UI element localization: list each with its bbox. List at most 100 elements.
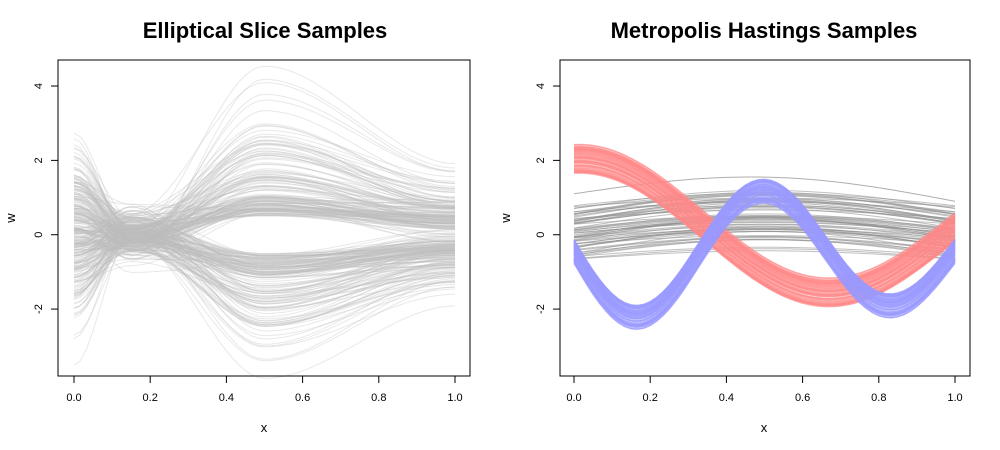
- sample-line: [73, 228, 455, 268]
- mh-blue-line: [573, 192, 956, 320]
- sample-line: [73, 123, 456, 224]
- sample-line: [73, 182, 455, 229]
- sample-line: [73, 207, 456, 256]
- mh-grey-line: [573, 199, 956, 221]
- x-tick-label-right: 0.4: [719, 392, 734, 404]
- sample-line: [73, 212, 455, 256]
- sample-line: [73, 239, 456, 309]
- mh-grey-line: [573, 208, 956, 229]
- mh-red-line: [573, 148, 956, 284]
- sample-line: [73, 189, 456, 318]
- mh-red-line: [573, 161, 956, 297]
- sample-line: [73, 199, 455, 269]
- sample-line: [73, 243, 456, 276]
- sample-line: [73, 142, 456, 261]
- sample-line: [74, 200, 456, 228]
- sample-line: [73, 221, 455, 257]
- sample-line: [73, 208, 455, 261]
- mh-red-line: [573, 171, 956, 307]
- mh-blue-line: [573, 192, 956, 321]
- sample-line: [73, 213, 456, 269]
- sample-line: [73, 203, 455, 258]
- sample-line: [73, 214, 455, 263]
- mh-blue-line: [573, 202, 956, 330]
- mh-blue-line: [573, 202, 956, 330]
- sample-line: [73, 228, 456, 264]
- sample-line: [73, 186, 456, 345]
- sample-line: [73, 213, 456, 324]
- mh-blue-line: [573, 197, 956, 325]
- mh-red-line: [573, 150, 956, 286]
- mh-red-line: [573, 143, 956, 279]
- mh-red-line: [573, 145, 956, 280]
- sample-line: [73, 138, 456, 270]
- sample-line: [73, 216, 456, 269]
- mh-red-line: [573, 155, 956, 291]
- sample-line: [73, 226, 456, 309]
- sample-line: [73, 230, 456, 337]
- sample-line: [73, 197, 456, 245]
- sample-line: [73, 196, 456, 244]
- mh-red-line: [573, 164, 956, 300]
- mh-blue-line: [573, 179, 956, 307]
- sample-line: [73, 167, 456, 299]
- sample-line: [73, 196, 456, 234]
- mh-red-line: [573, 170, 956, 306]
- mh-red-line: [573, 157, 956, 292]
- mh-blue-line: [573, 190, 956, 319]
- sample-line: [73, 176, 456, 237]
- mh-red-line: [573, 169, 956, 305]
- mh-red-line: [573, 149, 956, 285]
- sample-line: [73, 197, 456, 235]
- sample-line: [73, 210, 455, 240]
- mh-blue-line: [573, 184, 956, 312]
- sample-line: [73, 213, 455, 279]
- mh-blue-line: [573, 183, 956, 311]
- mh-blue-line: [573, 201, 956, 329]
- mh-red-line: [573, 170, 956, 306]
- sample-line: [73, 229, 456, 262]
- mh-blue-line: [573, 198, 956, 326]
- sample-line: [73, 242, 456, 259]
- plot-area-right: [573, 143, 956, 331]
- sample-line: [73, 231, 456, 278]
- mh-grey-line: [573, 250, 956, 260]
- mh-blue-line: [573, 181, 956, 309]
- mh-blue-line: [573, 189, 956, 317]
- mh-red-line: [573, 171, 956, 307]
- mh-grey-line: [573, 235, 956, 245]
- mh-blue-line: [573, 187, 956, 316]
- mh-red-line: [573, 165, 956, 301]
- sample-line: [73, 214, 456, 324]
- sample-line: [73, 154, 456, 260]
- mh-blue-line: [573, 185, 956, 314]
- mh-grey-line: [573, 229, 956, 245]
- mh-blue-line: [573, 184, 956, 312]
- mh-blue-line: [573, 185, 956, 314]
- sample-line: [73, 189, 456, 235]
- sample-line: [73, 243, 456, 327]
- sample-line: [73, 238, 456, 286]
- sample-line: [73, 222, 456, 292]
- sample-line: [73, 245, 456, 275]
- mh-blue-line: [573, 178, 956, 307]
- sample-line: [73, 193, 456, 233]
- mh-blue-line: [573, 185, 956, 314]
- mh-blue-line: [573, 202, 956, 331]
- sample-line: [73, 229, 455, 267]
- mh-blue-line: [573, 181, 956, 310]
- sample-line: [73, 217, 456, 301]
- mh-blue-line: [573, 178, 956, 307]
- sample-line: [73, 185, 456, 276]
- sample-line: [74, 184, 456, 232]
- sample-line: [73, 205, 456, 237]
- panel-right: Metropolis Hastings Samples x w: [498, 18, 971, 435]
- y-tick-label-right: 4: [535, 83, 547, 89]
- sample-line: [73, 143, 456, 243]
- mh-red-line: [573, 143, 956, 279]
- mh-blue-line: [573, 198, 956, 326]
- sample-line: [73, 215, 456, 268]
- sample-line: [73, 241, 456, 309]
- chart-title-left: Elliptical Slice Samples: [143, 18, 388, 43]
- sample-line: [73, 158, 456, 292]
